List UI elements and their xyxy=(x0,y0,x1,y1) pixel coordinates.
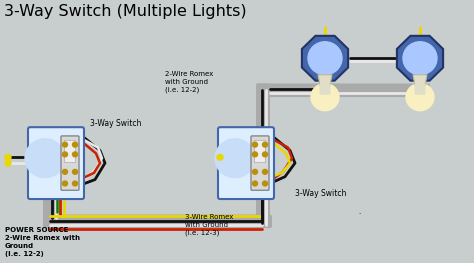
Circle shape xyxy=(311,83,339,111)
Circle shape xyxy=(63,181,67,186)
Circle shape xyxy=(63,142,67,147)
FancyBboxPatch shape xyxy=(28,127,84,199)
FancyBboxPatch shape xyxy=(61,136,79,190)
FancyBboxPatch shape xyxy=(414,84,426,95)
Text: 3-Way Switch (Multiple Lights): 3-Way Switch (Multiple Lights) xyxy=(4,4,246,19)
FancyBboxPatch shape xyxy=(43,215,272,228)
FancyBboxPatch shape xyxy=(256,83,270,226)
Polygon shape xyxy=(318,75,332,85)
Circle shape xyxy=(63,169,67,174)
Circle shape xyxy=(263,152,267,157)
Circle shape xyxy=(253,142,257,147)
FancyBboxPatch shape xyxy=(319,84,330,95)
Circle shape xyxy=(215,139,255,178)
Circle shape xyxy=(263,142,267,147)
Text: 3-Way Switch: 3-Way Switch xyxy=(90,119,141,128)
Circle shape xyxy=(263,169,267,174)
FancyBboxPatch shape xyxy=(64,140,75,163)
Polygon shape xyxy=(413,75,427,85)
Circle shape xyxy=(217,154,223,160)
Circle shape xyxy=(253,181,257,186)
Circle shape xyxy=(25,139,65,178)
Circle shape xyxy=(73,142,78,147)
FancyBboxPatch shape xyxy=(256,83,430,97)
Circle shape xyxy=(73,152,78,157)
Circle shape xyxy=(253,169,257,174)
Text: 3-Way Switch: 3-Way Switch xyxy=(295,189,346,198)
FancyBboxPatch shape xyxy=(43,168,57,228)
Polygon shape xyxy=(302,36,348,81)
FancyBboxPatch shape xyxy=(218,127,274,199)
Text: POWER SOURCE
2-Wire Romex with
Ground
(i.e. 12-2): POWER SOURCE 2-Wire Romex with Ground (i… xyxy=(5,227,80,257)
FancyBboxPatch shape xyxy=(251,136,269,190)
Circle shape xyxy=(406,83,434,111)
Circle shape xyxy=(5,154,11,160)
Circle shape xyxy=(253,152,257,157)
Circle shape xyxy=(403,42,437,75)
Circle shape xyxy=(263,181,267,186)
Text: 2-Wire Romex
with Ground
(i.e. 12-2): 2-Wire Romex with Ground (i.e. 12-2) xyxy=(165,71,213,93)
Circle shape xyxy=(73,169,78,174)
Polygon shape xyxy=(397,36,443,81)
Circle shape xyxy=(308,42,342,75)
FancyBboxPatch shape xyxy=(255,140,265,163)
Circle shape xyxy=(5,160,11,166)
Circle shape xyxy=(73,181,78,186)
Circle shape xyxy=(63,152,67,157)
Text: .: . xyxy=(358,209,360,215)
Text: 3-Wire Romex
with Ground
(i.e. 12-3): 3-Wire Romex with Ground (i.e. 12-3) xyxy=(185,214,233,236)
